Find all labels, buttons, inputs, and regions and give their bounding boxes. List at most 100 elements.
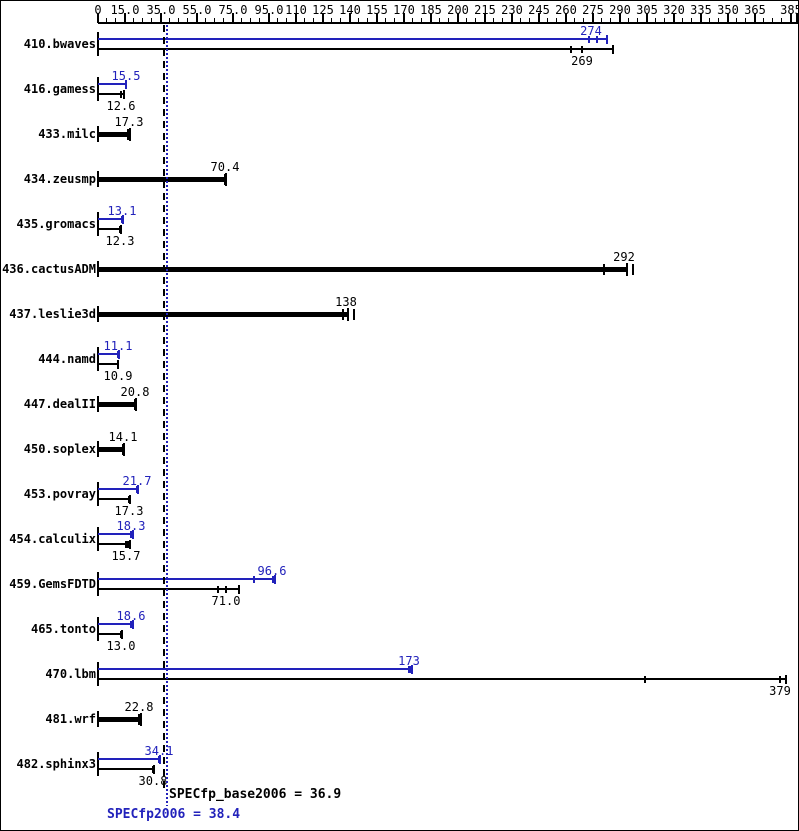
row-axis-stub bbox=[97, 617, 99, 641]
axis-minor-tick bbox=[475, 18, 476, 23]
peak-bar bbox=[98, 668, 412, 670]
axis-end-tick bbox=[796, 13, 798, 23]
axis-tick-label: 365 bbox=[744, 3, 766, 17]
row-axis-stub bbox=[97, 527, 99, 551]
specfp2006-summary: SPECfp2006 = 38.4 bbox=[107, 807, 241, 822]
run-tick bbox=[588, 36, 590, 43]
run-tick bbox=[139, 714, 141, 725]
benchmark-label: 437.leslie3d bbox=[9, 307, 96, 321]
peak-bar bbox=[98, 758, 160, 760]
base-value-label: 14.1 bbox=[108, 430, 138, 444]
axis-tick-label: 350 bbox=[717, 3, 739, 17]
axis-major-tick bbox=[349, 13, 351, 23]
benchmark-label: 433.milc bbox=[38, 127, 96, 141]
bar-end-tick bbox=[120, 225, 122, 234]
axis-tick-label: 320 bbox=[663, 3, 685, 17]
axis-minor-tick bbox=[493, 18, 494, 23]
axis-tick-label: 170 bbox=[393, 3, 415, 17]
axis-major-tick bbox=[232, 13, 234, 23]
axis-tick-label: 245 bbox=[528, 3, 550, 17]
run-tick bbox=[603, 264, 605, 275]
run-tick bbox=[121, 631, 123, 638]
base-value-label: 12.6 bbox=[106, 99, 136, 113]
run-tick bbox=[644, 676, 646, 683]
base-mean-line bbox=[163, 25, 165, 793]
run-tick bbox=[353, 309, 355, 320]
base-bar bbox=[98, 402, 136, 407]
base-bar bbox=[98, 447, 124, 452]
row-axis-stub bbox=[97, 662, 99, 686]
base-bar bbox=[98, 768, 154, 770]
axis-minor-tick bbox=[205, 18, 206, 23]
axis-major-tick bbox=[700, 13, 702, 23]
axis-major-tick bbox=[322, 13, 324, 23]
benchmark-label: 453.povray bbox=[23, 487, 96, 501]
peak-bar bbox=[98, 578, 275, 580]
base-value-label: 379 bbox=[769, 684, 791, 698]
axis-minor-tick bbox=[691, 18, 692, 23]
axis-tick-label: 15.0 bbox=[110, 3, 140, 17]
run-tick bbox=[135, 399, 137, 410]
base-bar bbox=[98, 312, 348, 317]
run-tick bbox=[342, 309, 344, 320]
run-tick bbox=[118, 351, 120, 358]
axis-tick-label: 230 bbox=[501, 3, 523, 17]
axis-tick-label: 290 bbox=[609, 3, 631, 17]
axis-tick-label: 200 bbox=[447, 3, 469, 17]
bar-end-tick bbox=[612, 45, 614, 54]
benchmark-label: 454.calculix bbox=[9, 532, 96, 546]
axis-tick-label: 275 bbox=[582, 3, 604, 17]
run-tick bbox=[117, 361, 119, 368]
peak-value-label: 18.3 bbox=[116, 519, 146, 533]
axis-minor-tick bbox=[628, 18, 629, 23]
axis-minor-tick bbox=[718, 18, 719, 23]
run-tick bbox=[131, 621, 133, 628]
axis-minor-tick bbox=[448, 18, 449, 23]
run-tick bbox=[410, 666, 412, 673]
benchmark-label: 436.cactusADM bbox=[2, 262, 96, 276]
axis-minor-tick bbox=[340, 18, 341, 23]
axis-major-tick bbox=[124, 13, 126, 23]
run-tick bbox=[125, 81, 127, 88]
base-bar bbox=[98, 93, 124, 95]
base-bar bbox=[98, 48, 613, 50]
axis-minor-tick bbox=[358, 18, 359, 23]
bar-end-tick bbox=[238, 585, 240, 594]
axis-tick-label: 35.0 bbox=[146, 3, 176, 17]
axis-major-tick bbox=[673, 13, 675, 23]
benchmark-label: 482.sphinx3 bbox=[16, 757, 96, 771]
row-axis-stub bbox=[97, 347, 99, 371]
run-tick bbox=[128, 129, 130, 140]
axis-minor-tick bbox=[286, 18, 287, 23]
peak-bar bbox=[98, 218, 123, 220]
axis-tick-label: 215 bbox=[474, 3, 496, 17]
base-bar bbox=[98, 678, 786, 680]
row-axis-stub bbox=[97, 482, 99, 506]
benchmark-label: 435.gromacs bbox=[16, 217, 96, 231]
axis-minor-tick bbox=[583, 18, 584, 23]
base-value-label: 30.8 bbox=[138, 774, 168, 788]
row-axis-stub bbox=[97, 212, 99, 236]
axis-major-tick bbox=[511, 13, 513, 23]
axis-minor-tick bbox=[115, 18, 116, 23]
axis-major-tick bbox=[538, 13, 540, 23]
bar-end-tick bbox=[123, 90, 125, 99]
axis-major-tick bbox=[403, 13, 405, 23]
axis-minor-tick bbox=[772, 18, 773, 23]
axis-minor-tick bbox=[574, 18, 575, 23]
benchmark-label: 450.soplex bbox=[23, 442, 96, 456]
peak-bar bbox=[98, 83, 126, 85]
axis-tick-label: 185 bbox=[420, 3, 442, 17]
peak-mean-line bbox=[166, 25, 168, 806]
axis-major-tick bbox=[592, 13, 594, 23]
base-bar bbox=[98, 228, 121, 230]
run-tick bbox=[253, 576, 255, 583]
benchmark-label: 481.wrf bbox=[45, 712, 96, 726]
axis-minor-tick bbox=[529, 18, 530, 23]
axis-major-tick bbox=[646, 13, 648, 23]
axis-minor-tick bbox=[385, 18, 386, 23]
axis-major-tick bbox=[484, 13, 486, 23]
benchmark-label: 416.gamess bbox=[23, 82, 96, 96]
peak-bar bbox=[98, 488, 138, 490]
axis-minor-tick bbox=[169, 18, 170, 23]
